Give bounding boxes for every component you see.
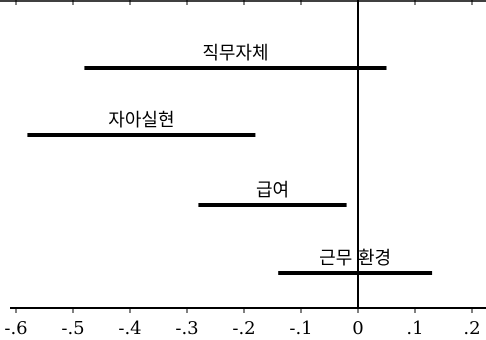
chart-frame (0, 0, 486, 308)
x-axis: -.6 -.5 -.4 -.3 -.2 -.1 0 .1 .2 (4, 307, 486, 339)
x-tick-label: .1 (406, 318, 423, 339)
x-tick-label: -.3 (175, 318, 198, 339)
x-tick-label: 0 (352, 318, 363, 339)
x-tick-label: -.1 (289, 318, 312, 339)
x-tick-label: -.4 (118, 318, 141, 339)
interval-label: 자아실현 (108, 110, 174, 131)
interval-label: 급여 (256, 180, 289, 201)
interval-marks (27, 66, 433, 275)
x-tick-label: .2 (463, 318, 480, 339)
interval-label: 직무자체 (202, 43, 268, 64)
x-tick-label: -.5 (61, 318, 84, 339)
interval-label: 근무 환경 (319, 248, 391, 269)
x-tick-label: -.2 (232, 318, 255, 339)
x-tick-label: -.6 (4, 318, 27, 339)
